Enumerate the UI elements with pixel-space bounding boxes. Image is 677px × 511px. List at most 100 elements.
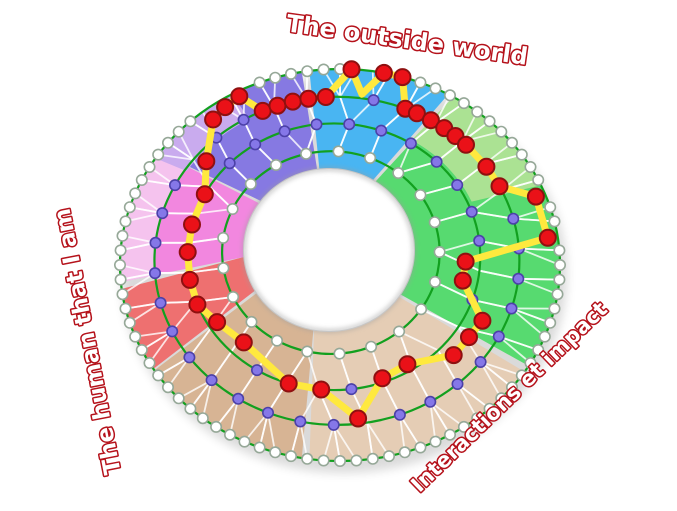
score-node-red[interactable] bbox=[453, 271, 472, 290]
level-node-purple[interactable] bbox=[451, 179, 464, 192]
level-node-white[interactable] bbox=[433, 246, 446, 259]
score-node-red[interactable] bbox=[283, 92, 302, 111]
level-node-white[interactable] bbox=[553, 273, 566, 286]
level-node-purple[interactable] bbox=[424, 395, 437, 408]
level-node-white[interactable] bbox=[429, 435, 442, 448]
level-node-white[interactable] bbox=[457, 97, 470, 110]
level-node-purple[interactable] bbox=[166, 325, 179, 338]
level-node-purple[interactable] bbox=[474, 355, 487, 368]
level-node-white[interactable] bbox=[184, 115, 197, 128]
level-node-white[interactable] bbox=[172, 125, 185, 138]
level-node-white[interactable] bbox=[284, 67, 297, 80]
level-node-white[interactable] bbox=[398, 446, 411, 459]
level-node-white[interactable] bbox=[269, 446, 282, 459]
level-node-purple[interactable] bbox=[149, 267, 162, 280]
level-node-white[interactable] bbox=[457, 420, 470, 433]
score-node-red[interactable] bbox=[473, 311, 492, 330]
score-node-red[interactable] bbox=[373, 369, 392, 388]
score-node-red[interactable] bbox=[421, 111, 440, 130]
level-node-white[interactable] bbox=[253, 76, 266, 89]
level-node-white[interactable] bbox=[152, 148, 165, 161]
level-node-white[interactable] bbox=[301, 65, 314, 78]
level-node-white[interactable] bbox=[301, 452, 314, 465]
level-node-white[interactable] bbox=[196, 412, 209, 425]
level-node-white[interactable] bbox=[123, 316, 136, 329]
level-node-white[interactable] bbox=[152, 369, 165, 382]
level-node-purple[interactable] bbox=[327, 418, 340, 431]
level-node-white[interactable] bbox=[443, 428, 456, 441]
level-node-white[interactable] bbox=[119, 302, 132, 315]
level-node-purple[interactable] bbox=[465, 205, 478, 218]
level-node-white[interactable] bbox=[114, 258, 127, 271]
level-node-purple[interactable] bbox=[249, 138, 262, 151]
level-node-white[interactable] bbox=[428, 275, 441, 288]
level-node-white[interactable] bbox=[284, 450, 297, 463]
level-node-purple[interactable] bbox=[205, 374, 218, 387]
level-node-purple[interactable] bbox=[251, 364, 264, 377]
score-node-red[interactable] bbox=[216, 98, 235, 117]
level-node-white[interactable] bbox=[515, 369, 528, 382]
level-node-purple[interactable] bbox=[232, 392, 245, 405]
score-node-red[interactable] bbox=[316, 88, 335, 106]
level-node-white[interactable] bbox=[217, 262, 230, 275]
score-node-red[interactable] bbox=[178, 243, 197, 262]
level-node-white[interactable] bbox=[270, 334, 283, 347]
score-node-red[interactable] bbox=[230, 87, 249, 106]
level-node-white[interactable] bbox=[238, 435, 251, 448]
level-node-white[interactable] bbox=[333, 347, 346, 360]
level-node-purple[interactable] bbox=[507, 212, 520, 225]
level-node-purple[interactable] bbox=[451, 377, 464, 390]
level-node-white[interactable] bbox=[471, 412, 484, 425]
level-node-white[interactable] bbox=[143, 161, 156, 174]
score-node-red[interactable] bbox=[180, 270, 199, 289]
level-node-white[interactable] bbox=[317, 63, 330, 76]
level-node-white[interactable] bbox=[548, 215, 561, 228]
level-node-purple[interactable] bbox=[310, 118, 323, 131]
score-node-red[interactable] bbox=[312, 380, 331, 399]
score-node-red[interactable] bbox=[208, 313, 227, 332]
score-node-red[interactable] bbox=[299, 89, 318, 108]
level-node-white[interactable] bbox=[333, 454, 346, 467]
level-node-white[interactable] bbox=[483, 115, 496, 128]
level-node-white[interactable] bbox=[551, 288, 564, 301]
score-node-red[interactable] bbox=[477, 157, 496, 176]
level-node-white[interactable] bbox=[227, 290, 240, 303]
level-node-white[interactable] bbox=[414, 189, 427, 202]
level-node-white[interactable] bbox=[135, 174, 148, 187]
level-node-purple[interactable] bbox=[154, 296, 167, 309]
level-node-white[interactable] bbox=[162, 381, 175, 394]
score-node-red[interactable] bbox=[204, 110, 223, 129]
level-node-white[interactable] bbox=[317, 454, 330, 467]
level-node-white[interactable] bbox=[524, 161, 537, 174]
level-node-white[interactable] bbox=[184, 402, 197, 415]
level-node-white[interactable] bbox=[224, 428, 237, 441]
level-node-purple[interactable] bbox=[430, 155, 443, 168]
level-node-purple[interactable] bbox=[512, 272, 525, 285]
score-node-red[interactable] bbox=[393, 68, 412, 87]
score-node-red[interactable] bbox=[526, 187, 545, 206]
score-node-red[interactable] bbox=[279, 374, 298, 393]
level-node-purple[interactable] bbox=[149, 236, 162, 249]
score-node-red[interactable] bbox=[234, 333, 253, 352]
score-node-red[interactable] bbox=[407, 104, 426, 123]
level-node-purple[interactable] bbox=[156, 207, 169, 220]
level-node-white[interactable] bbox=[429, 82, 442, 95]
level-node-white[interactable] bbox=[505, 381, 518, 394]
score-node-red[interactable] bbox=[538, 228, 557, 247]
level-node-purple[interactable] bbox=[345, 383, 358, 396]
level-node-white[interactable] bbox=[393, 325, 406, 338]
level-node-white[interactable] bbox=[495, 392, 508, 405]
level-node-white[interactable] bbox=[332, 145, 345, 158]
score-node-red[interactable] bbox=[253, 101, 272, 120]
level-node-white[interactable] bbox=[226, 203, 239, 216]
level-node-white[interactable] bbox=[532, 174, 545, 187]
level-node-purple[interactable] bbox=[375, 124, 388, 137]
score-node-red[interactable] bbox=[197, 152, 216, 171]
level-node-purple[interactable] bbox=[367, 94, 380, 107]
level-node-white[interactable] bbox=[505, 136, 518, 149]
score-node-red[interactable] bbox=[374, 63, 393, 82]
level-node-white[interactable] bbox=[350, 454, 363, 467]
level-node-white[interactable] bbox=[365, 340, 378, 353]
score-node-red[interactable] bbox=[195, 185, 214, 204]
level-node-purple[interactable] bbox=[223, 157, 236, 170]
